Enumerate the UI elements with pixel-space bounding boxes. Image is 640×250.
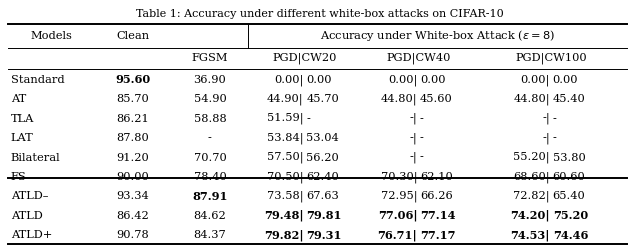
Text: 86.21: 86.21 <box>116 113 150 123</box>
Text: Models: Models <box>30 31 72 40</box>
Text: 0.00|: 0.00| <box>275 74 304 86</box>
Text: LAT: LAT <box>11 132 34 142</box>
Text: 51.59|: 51.59| <box>267 112 304 124</box>
Text: -: - <box>553 113 557 123</box>
Text: 72.95|: 72.95| <box>381 190 417 201</box>
Text: 90.78: 90.78 <box>116 229 150 239</box>
Text: ATLD–: ATLD– <box>11 190 49 200</box>
Text: 45.60: 45.60 <box>420 94 452 104</box>
Text: 87.80: 87.80 <box>116 132 150 142</box>
Text: PGD|CW20: PGD|CW20 <box>273 52 337 64</box>
Text: 78.40: 78.40 <box>193 171 227 181</box>
Text: PGD|CW40: PGD|CW40 <box>387 52 451 64</box>
Text: 67.63: 67.63 <box>307 190 339 200</box>
Text: 87.91: 87.91 <box>192 190 228 201</box>
Text: TLA: TLA <box>11 113 35 123</box>
Text: 95.60: 95.60 <box>115 74 151 85</box>
Text: -: - <box>420 113 424 123</box>
Text: 90.00: 90.00 <box>116 171 150 181</box>
Text: 60.60: 60.60 <box>553 171 586 181</box>
Text: 79.48|: 79.48| <box>264 209 304 220</box>
Text: Bilateral: Bilateral <box>11 152 61 162</box>
Text: 0.00|: 0.00| <box>521 74 550 86</box>
Text: -|: -| <box>542 112 550 124</box>
Text: 86.42: 86.42 <box>116 210 150 220</box>
Text: 77.06|: 77.06| <box>378 209 417 220</box>
Text: PGD|CW100: PGD|CW100 <box>516 52 587 64</box>
Text: FS: FS <box>11 171 27 181</box>
Text: 93.34: 93.34 <box>116 190 150 200</box>
Text: 68.60|: 68.60| <box>513 170 550 182</box>
Text: 75.20: 75.20 <box>553 209 588 220</box>
Text: 74.53|: 74.53| <box>511 228 550 240</box>
Text: -|: -| <box>410 112 417 124</box>
Text: 77.17: 77.17 <box>420 228 455 239</box>
Text: 85.70: 85.70 <box>116 94 150 104</box>
Text: 70.30|: 70.30| <box>381 170 417 182</box>
Text: -: - <box>420 132 424 142</box>
Text: 0.00: 0.00 <box>420 75 445 85</box>
Text: 44.80|: 44.80| <box>513 93 550 105</box>
Text: 55.20|: 55.20| <box>513 151 550 162</box>
Text: 76.71|: 76.71| <box>378 228 417 240</box>
Text: 44.90|: 44.90| <box>267 93 304 105</box>
Text: Accuracy under White-box Attack ($\epsilon = 8$): Accuracy under White-box Attack ($\epsil… <box>320 28 556 43</box>
Text: 77.14: 77.14 <box>420 209 455 220</box>
Text: -: - <box>420 152 424 162</box>
Text: Table 1: Accuracy under different white-box attacks on CIFAR-10: Table 1: Accuracy under different white-… <box>136 9 504 19</box>
Text: 36.90: 36.90 <box>193 75 227 85</box>
Text: 62.10: 62.10 <box>420 171 452 181</box>
Text: 65.40: 65.40 <box>553 190 586 200</box>
Text: -: - <box>208 132 212 142</box>
Text: Clean: Clean <box>116 31 150 40</box>
Text: 58.88: 58.88 <box>193 113 227 123</box>
Text: -|: -| <box>542 132 550 143</box>
Text: 84.37: 84.37 <box>193 229 227 239</box>
Text: 73.58|: 73.58| <box>267 190 304 201</box>
Text: 91.20: 91.20 <box>116 152 150 162</box>
Text: 54.90: 54.90 <box>193 94 227 104</box>
Text: -|: -| <box>410 151 417 162</box>
Text: 53.80: 53.80 <box>553 152 586 162</box>
Text: AT: AT <box>11 94 26 104</box>
Text: -: - <box>307 113 310 123</box>
Text: 70.50|: 70.50| <box>267 170 304 182</box>
Text: 74.20|: 74.20| <box>511 209 550 220</box>
Text: 44.80|: 44.80| <box>381 93 417 105</box>
Text: FGSM: FGSM <box>191 53 228 63</box>
Text: 62.40: 62.40 <box>307 171 339 181</box>
Text: 79.82|: 79.82| <box>264 228 304 240</box>
Text: 57.50|: 57.50| <box>267 151 304 162</box>
Text: 74.46: 74.46 <box>553 228 588 239</box>
Text: Standard: Standard <box>11 75 65 85</box>
Text: -|: -| <box>410 132 417 143</box>
Text: 79.81: 79.81 <box>307 209 342 220</box>
Text: ATLD+: ATLD+ <box>11 229 52 239</box>
Text: 53.04: 53.04 <box>307 132 339 142</box>
Text: 45.70: 45.70 <box>307 94 339 104</box>
Text: 72.82|: 72.82| <box>513 190 550 201</box>
Text: 0.00|: 0.00| <box>388 74 417 86</box>
Text: 0.00: 0.00 <box>553 75 578 85</box>
Text: 0.00: 0.00 <box>307 75 332 85</box>
Text: 79.31: 79.31 <box>307 228 342 239</box>
Text: 56.20: 56.20 <box>307 152 339 162</box>
Text: 66.26: 66.26 <box>420 190 452 200</box>
Text: 45.40: 45.40 <box>553 94 586 104</box>
Text: ATLD: ATLD <box>11 210 43 220</box>
Text: 70.70: 70.70 <box>193 152 227 162</box>
Text: 84.62: 84.62 <box>193 210 227 220</box>
Text: 53.84|: 53.84| <box>267 132 304 143</box>
Text: -: - <box>553 132 557 142</box>
